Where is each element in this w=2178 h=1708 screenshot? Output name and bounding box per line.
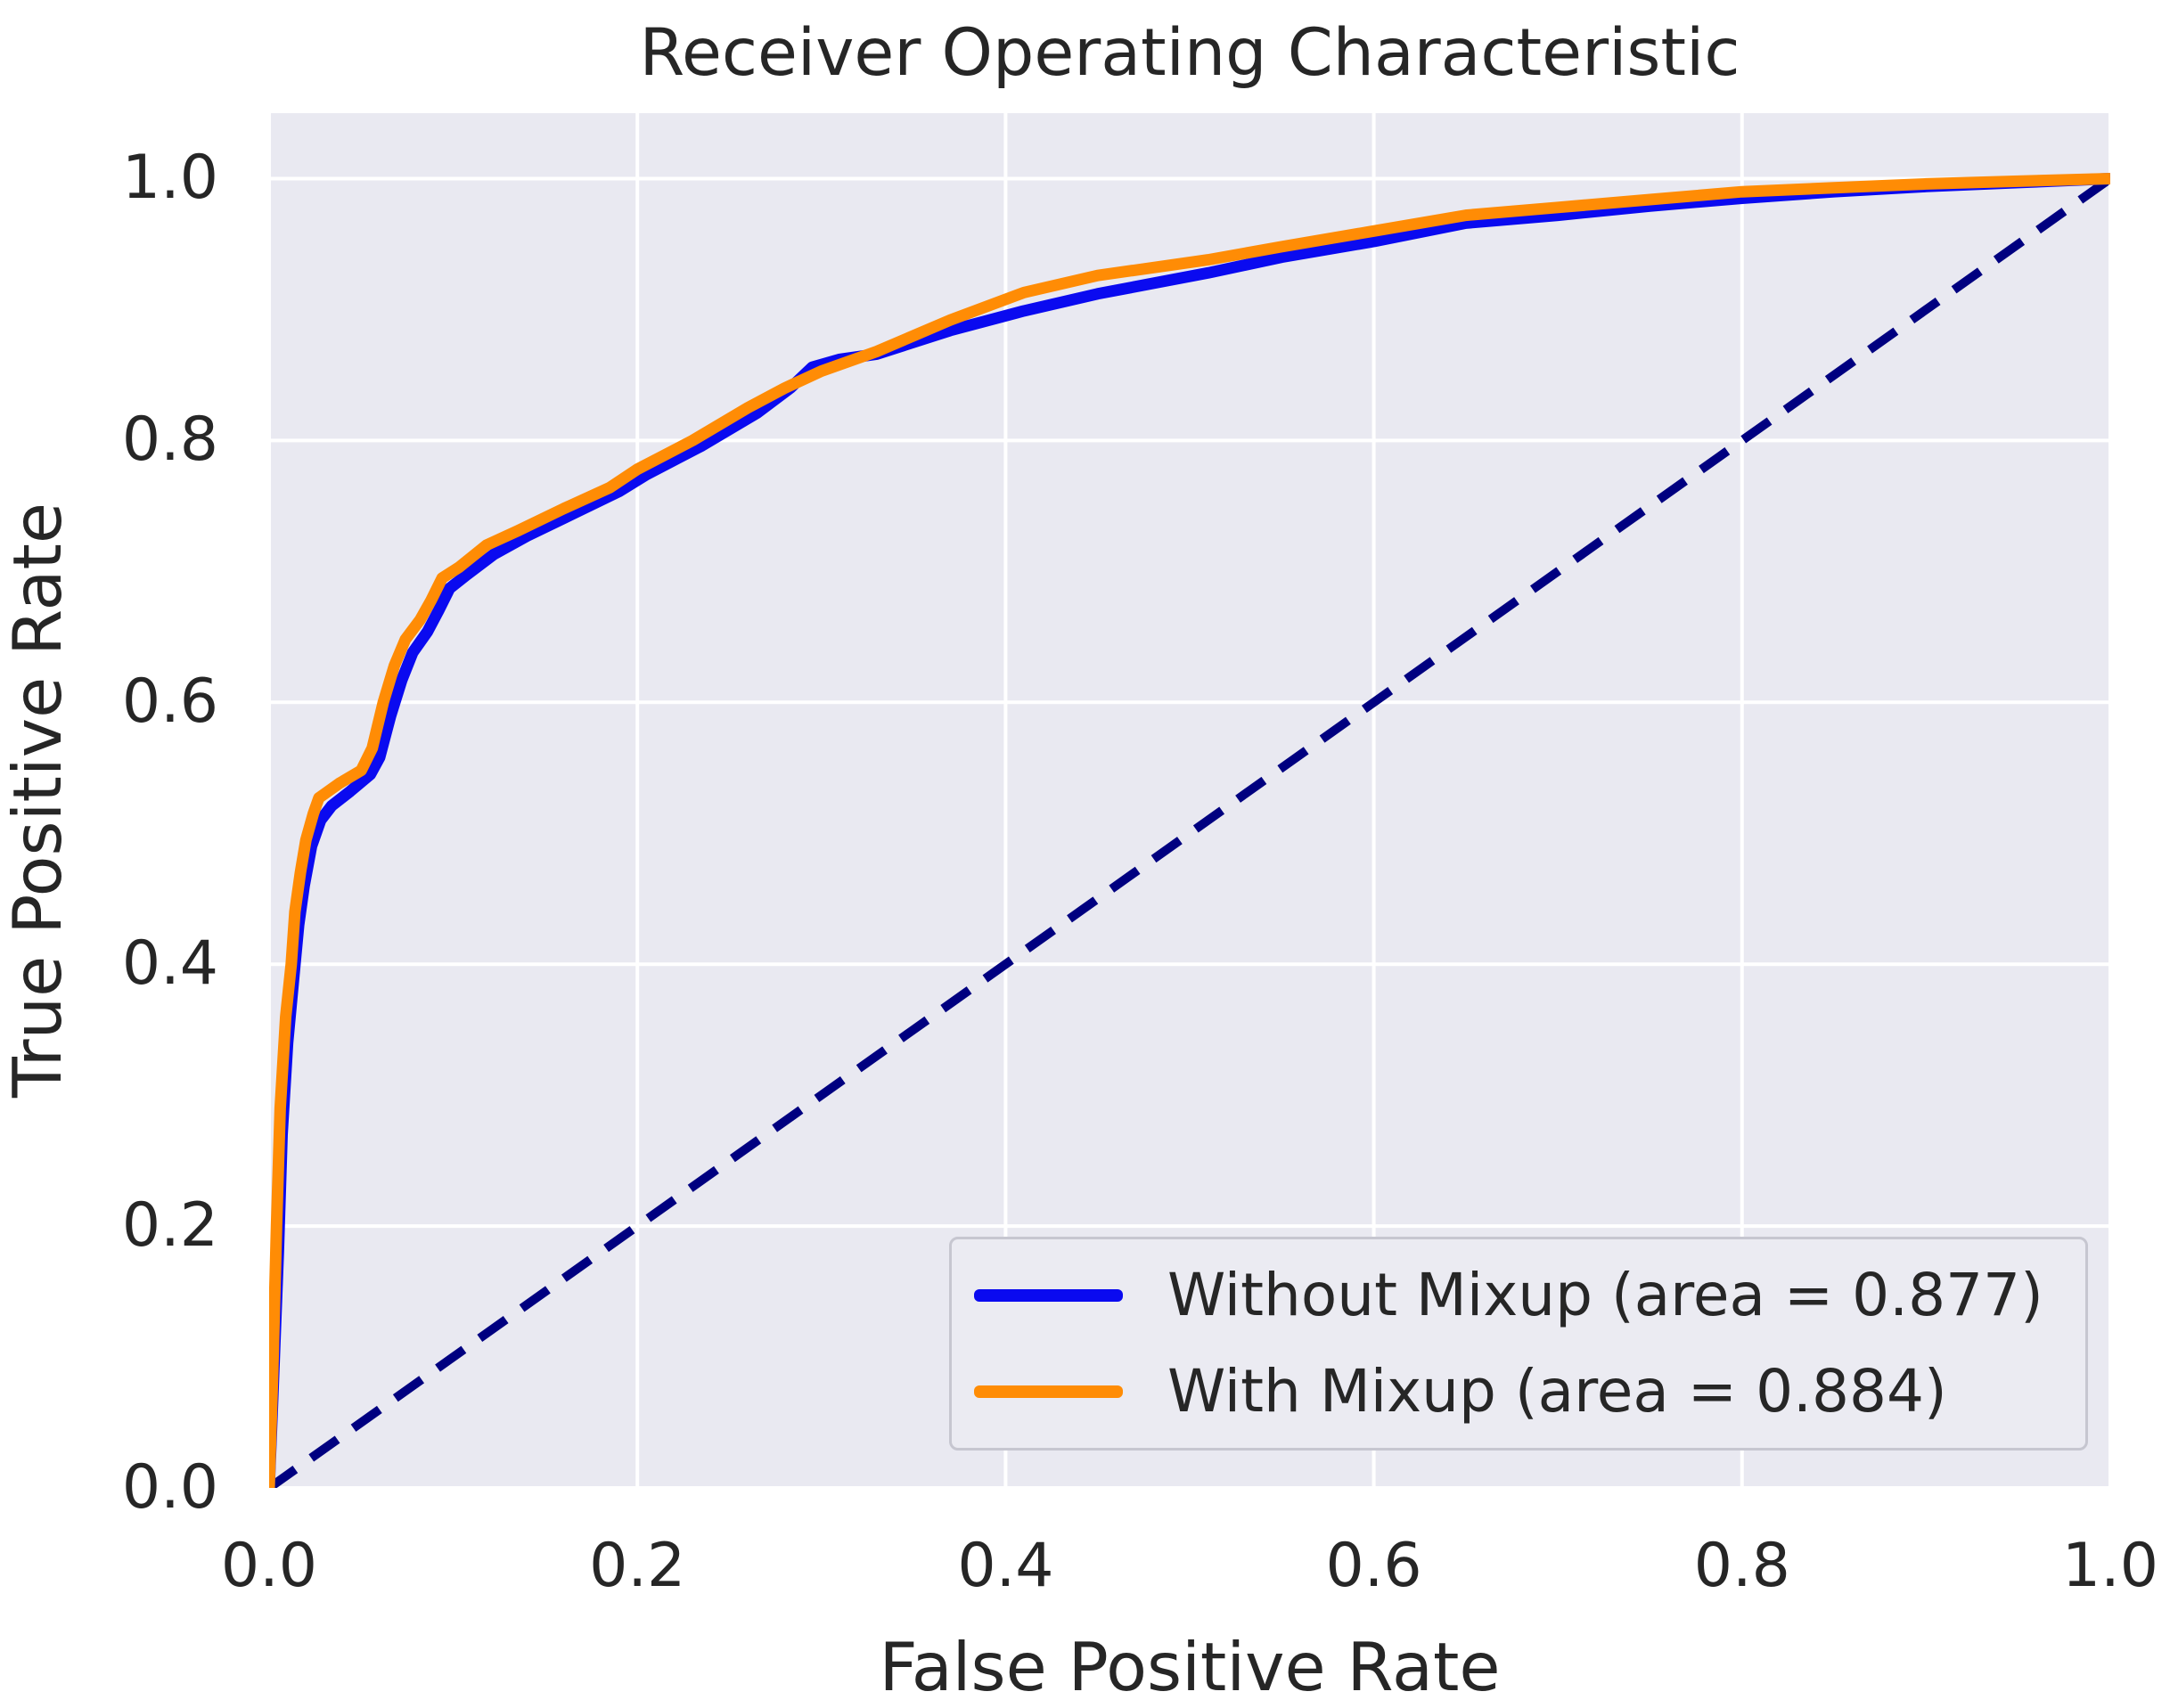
legend-line-swatch-with-mixup bbox=[974, 1385, 1123, 1398]
y-tick-label-0.0: 0.0 bbox=[121, 1452, 218, 1523]
legend: Without Mixup (area = 0.877) With Mixup (… bbox=[949, 1237, 2088, 1451]
x-tick-label-1.0: 1.0 bbox=[2061, 1531, 2159, 1601]
y-tick-label-0.8: 0.8 bbox=[121, 405, 218, 476]
y-tick-label-1.0: 1.0 bbox=[121, 143, 218, 214]
legend-entry-with-mixup: With Mixup (area = 0.884) bbox=[974, 1358, 2085, 1426]
legend-label-without-mixup: Without Mixup (area = 0.877) bbox=[1167, 1261, 2043, 1329]
legend-label-with-mixup: With Mixup (area = 0.884) bbox=[1167, 1357, 1947, 1426]
y-axis-label: True Positive Rate bbox=[0, 502, 77, 1099]
without-mixup-curve bbox=[269, 173, 2110, 1488]
x-tick-label-0.0: 0.0 bbox=[220, 1531, 318, 1601]
y-tick-label-0.2: 0.2 bbox=[121, 1190, 218, 1262]
with-mixup-curve bbox=[269, 173, 2110, 1488]
x-tick-label-0.8: 0.8 bbox=[1693, 1531, 1790, 1601]
legend-entry-without-mixup: Without Mixup (area = 0.877) bbox=[974, 1262, 2085, 1329]
chance-diagonal-curve bbox=[269, 175, 2110, 1488]
x-tick-label-0.2: 0.2 bbox=[589, 1531, 686, 1601]
chart-title: Receiver Operating Characteristic bbox=[639, 15, 1740, 91]
legend-line-swatch-without-mixup bbox=[974, 1289, 1123, 1302]
x-tick-label-0.4: 0.4 bbox=[957, 1531, 1054, 1601]
x-axis-label: False Positive Rate bbox=[879, 1628, 1501, 1706]
y-tick-label-0.6: 0.6 bbox=[121, 666, 218, 738]
y-tick-label-0.4: 0.4 bbox=[121, 928, 218, 1000]
x-tick-label-0.6: 0.6 bbox=[1325, 1531, 1422, 1601]
